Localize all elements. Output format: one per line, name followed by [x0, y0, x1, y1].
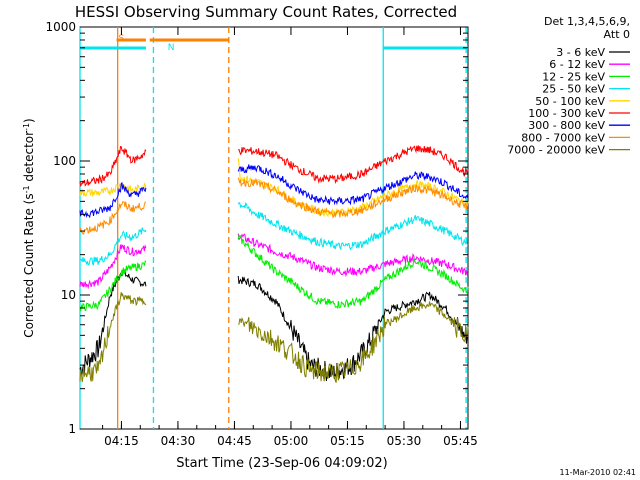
- flag-label-n: N: [168, 43, 175, 53]
- series-line-6: [79, 164, 469, 219]
- x-tick-label: 04:15: [104, 434, 139, 448]
- legend-entry-label: 7000 - 20000 keV: [507, 144, 605, 157]
- y-axis-label: Corrected Count Rate (s-1 detector-1): [22, 118, 37, 337]
- y-tick-label: 100: [53, 154, 76, 168]
- x-tick-label: 05:00: [274, 434, 309, 448]
- plot-area: SN 04:15 04:30 04:45 05:00 05:15 05:30 05:45 1…: [45, 20, 477, 448]
- x-tick-label: 05:45: [443, 434, 478, 448]
- legend-entry-label: 800 - 7000 keV: [521, 131, 605, 144]
- y-axis-ticks: 1 10 100 1000: [45, 20, 468, 436]
- svg-text:Corrected Count Rate (s-1 dete: Corrected Count Rate (s-1 detector-1): [22, 118, 37, 337]
- legend-entry-label: 12 - 25 keV: [542, 70, 605, 83]
- y-axis-label-mid: detector: [22, 131, 36, 186]
- time-markers: [79, 27, 467, 429]
- x-tick-label: 04:45: [217, 434, 252, 448]
- legend-entry-label: 3 - 6 keV: [556, 46, 605, 59]
- legend-entry-label: 25 - 50 keV: [542, 83, 605, 96]
- y-axis-label-main: Corrected Count Rate (s: [22, 193, 36, 337]
- y-axis-label-end: ): [22, 118, 36, 123]
- series-line-3: [79, 201, 469, 266]
- timestamp: 11-Mar-2010 02:41: [560, 468, 637, 477]
- legend-entry-label: 50 - 100 keV: [535, 95, 605, 108]
- y-axis-label-sup1: -1: [22, 185, 31, 193]
- legend-header-att: Att 0: [604, 28, 630, 41]
- series-lines: [79, 145, 469, 383]
- x-tick-label: 04:30: [161, 434, 196, 448]
- legend-entry-label: 100 - 300 keV: [528, 107, 605, 120]
- series-line-0: [79, 270, 469, 381]
- legend-entry-label: 6 - 12 keV: [549, 58, 605, 71]
- x-axis-label: Start Time (23-Sep-06 04:09:02): [176, 456, 387, 471]
- x-tick-label: 05:30: [387, 434, 422, 448]
- series-line-8: [79, 292, 469, 383]
- plot-frame: [79, 26, 469, 430]
- series-line-7: [79, 177, 469, 235]
- x-axis-ticks: 04:15 04:30 04:45 05:00 05:15 05:30 05:45: [102, 27, 478, 448]
- y-tick-label: 1000: [45, 20, 76, 34]
- chart-title: HESSI Observing Summary Count Rates, Cor…: [75, 3, 457, 21]
- y-tick-label: 10: [61, 288, 76, 302]
- legend-header: Det 1,3,4,5,6,9,: [544, 15, 630, 28]
- flag-label-s: S: [119, 34, 125, 44]
- flag-bars: SN: [80, 34, 468, 53]
- y-axis-label-sup2: -1: [22, 123, 31, 131]
- x-tick-label: 05:15: [330, 434, 365, 448]
- series-line-5: [79, 145, 469, 187]
- series-line-2: [79, 234, 469, 312]
- legend-entry-label: 300 - 800 keV: [528, 119, 605, 132]
- y-tick-label: 1: [68, 422, 76, 436]
- series-line-1: [79, 233, 469, 290]
